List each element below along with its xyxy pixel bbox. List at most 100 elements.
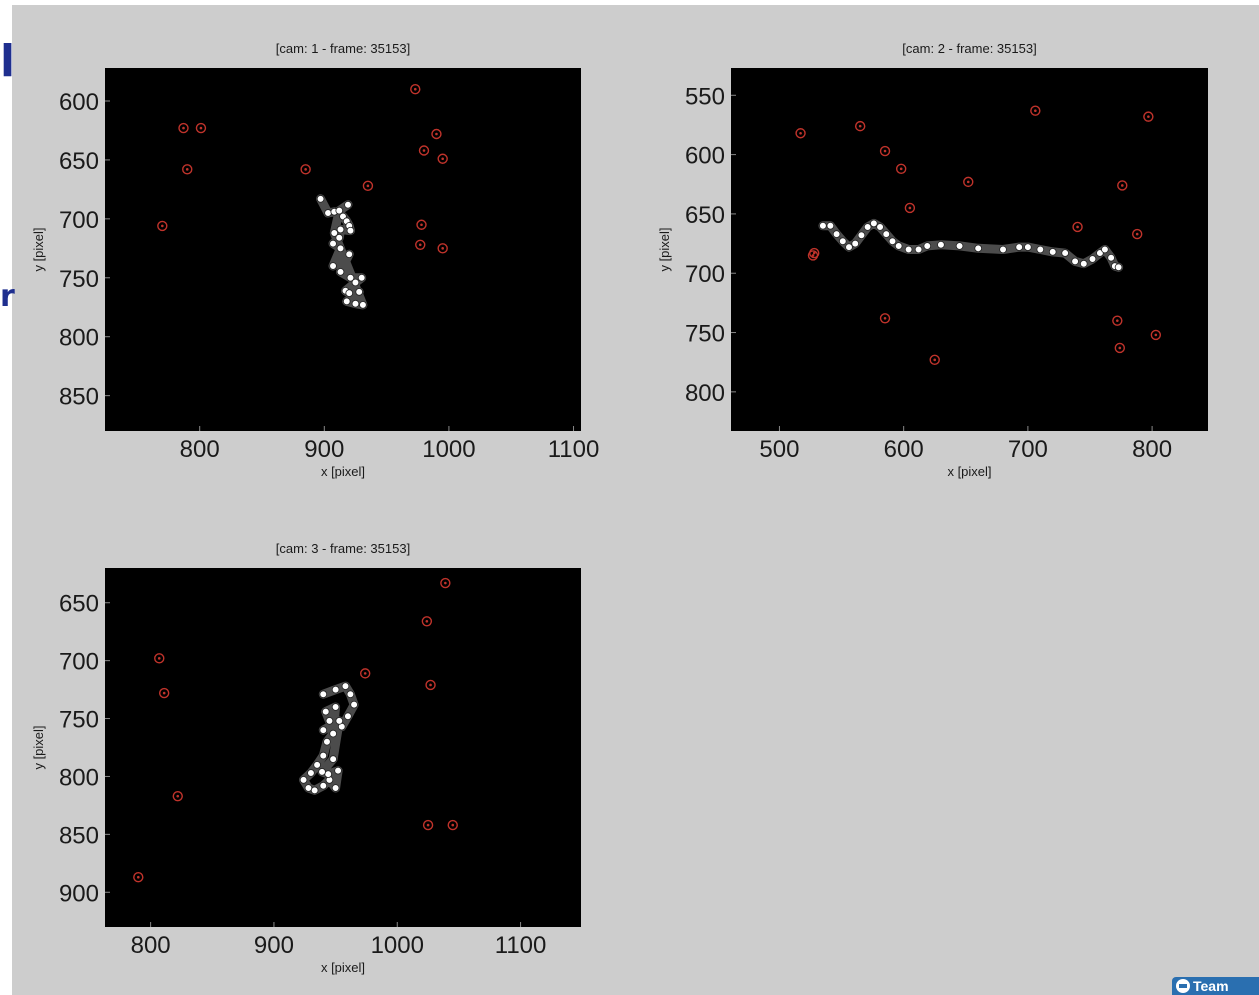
tracked-point-marker: [335, 233, 344, 242]
detection-ring-marker: [1150, 329, 1162, 341]
tracked-point-marker: [346, 226, 355, 235]
detection-center-marker: [444, 581, 447, 585]
tracked-point-marker: [336, 268, 345, 276]
x-tick-label: 600: [884, 436, 924, 463]
tracked-point-marker: [325, 717, 334, 725]
edge-glyph-middle: r: [0, 279, 15, 314]
detection-center-marker: [811, 254, 815, 257]
tracked-point-marker: [313, 761, 321, 769]
y-axis-label: y [pixel]: [31, 725, 46, 769]
tracked-point-marker: [876, 223, 884, 231]
tracked-point-marker: [1036, 245, 1045, 254]
detection-center-marker: [176, 794, 180, 798]
y-tick-label: 850: [59, 384, 99, 411]
detection-center-marker: [422, 149, 426, 152]
tracked-point-marker: [335, 206, 344, 215]
tracked-point-marker: [346, 273, 355, 282]
detection-center-marker: [1118, 346, 1122, 350]
tracked-point-marker: [826, 221, 835, 230]
y-tick-label: 800: [59, 325, 99, 352]
detection-center-marker: [162, 691, 166, 695]
tracked-point-marker: [1071, 257, 1079, 266]
detection-ring-marker: [1131, 228, 1143, 240]
tracked-point-marker: [321, 707, 330, 716]
detection-center-marker: [451, 823, 455, 827]
tracked-point-marker: [329, 729, 337, 738]
x-tick-label: 700: [1008, 436, 1048, 463]
tracked-point-marker: [904, 245, 913, 254]
detection-center-marker: [883, 149, 887, 153]
teamviewer-label: Team: [1193, 978, 1229, 994]
marks-group: [795, 105, 1162, 366]
y-tick-label: 750: [59, 707, 99, 734]
tracked-point-marker: [851, 239, 860, 248]
x-tick-label: 1000: [422, 436, 475, 463]
x-axis-label: x [pixel]: [321, 464, 365, 479]
chart-title: [cam: 2 - frame: 35153]: [902, 41, 1036, 56]
x-tick-label: 900: [254, 932, 294, 959]
tracked-point-marker: [336, 244, 345, 253]
y-tick-label: 900: [59, 880, 99, 907]
detection-ring-marker: [1072, 221, 1083, 233]
detection-center-marker: [883, 317, 887, 320]
x-tick-label: 1100: [548, 436, 600, 463]
detection-ring-marker: [904, 202, 916, 214]
y-axis-label: y [pixel]: [657, 227, 672, 271]
detection-center-marker: [199, 126, 203, 130]
detection-ring-marker: [879, 145, 891, 157]
tracked-point-marker: [336, 225, 345, 234]
detection-center-marker: [1076, 225, 1079, 229]
detection-center-marker: [426, 823, 430, 827]
detection-ring-marker: [178, 122, 189, 134]
detection-center-marker: [425, 619, 429, 623]
tracked-point-marker: [1088, 255, 1097, 263]
detection-center-marker: [136, 875, 140, 879]
detection-ring-marker: [795, 128, 806, 139]
detection-ring-marker: [158, 687, 170, 699]
detection-ring-marker: [154, 653, 165, 664]
tracked-point-marker: [345, 289, 354, 297]
tracked-point-marker: [323, 737, 331, 746]
detection-ring-marker: [410, 84, 421, 95]
y-tick-label: 800: [685, 380, 725, 407]
detection-center-marker: [304, 168, 307, 171]
detection-center-marker: [435, 132, 438, 136]
detection-center-marker: [413, 87, 417, 91]
tracked-point-marker: [819, 221, 827, 230]
tracked-point-marker: [937, 240, 945, 249]
tracked-point-marker: [1015, 243, 1023, 251]
detection-center-marker: [1120, 184, 1124, 187]
y-tick-label: 600: [59, 89, 99, 116]
detection-center-marker: [1116, 319, 1119, 322]
y-tick-label: 650: [59, 591, 99, 618]
tracked-point-marker: [1048, 248, 1057, 256]
y-axis-label: y [pixel]: [31, 227, 46, 271]
y-tick-label: 650: [59, 148, 99, 175]
detection-ring-marker: [418, 145, 430, 156]
teamviewer-badge[interactable]: Team: [1172, 977, 1259, 995]
tracked-point-marker: [319, 690, 328, 699]
tracked-point-marker: [319, 726, 328, 734]
tracked-point-marker: [330, 229, 339, 237]
detection-center-marker: [933, 358, 937, 362]
detection-ring-marker: [421, 616, 433, 627]
y-tick-label: 700: [59, 649, 99, 676]
tracked-point-marker: [1079, 259, 1088, 268]
tracked-point-marker: [857, 231, 866, 240]
detection-center-marker: [1135, 232, 1139, 236]
detection-ring-marker: [1030, 105, 1041, 116]
plot-area: [105, 568, 581, 927]
chart-title: [cam: 3 - frame: 35153]: [276, 541, 410, 556]
tracked-point-marker: [329, 755, 337, 763]
detection-ring-marker: [1112, 315, 1123, 326]
detection-ring-marker: [425, 679, 436, 691]
tracked-point-marker: [334, 766, 342, 775]
detection-ring-marker: [1114, 342, 1126, 354]
x-tick-label: 800: [1132, 436, 1172, 463]
y-tick-label: 750: [685, 321, 725, 348]
tracked-point-marker: [955, 242, 964, 250]
detection-center-marker: [799, 131, 802, 135]
detection-ring-marker: [157, 220, 168, 232]
detection-center-marker: [182, 126, 185, 130]
